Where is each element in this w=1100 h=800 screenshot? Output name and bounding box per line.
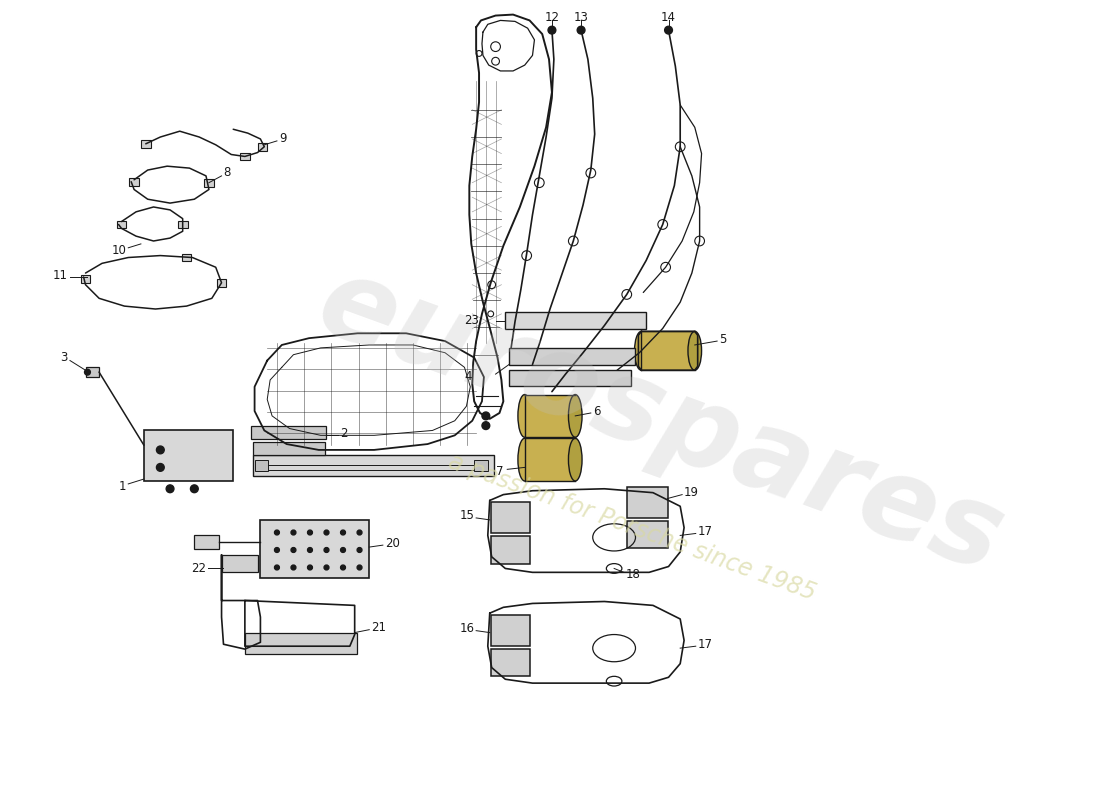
Bar	[144, 430, 233, 481]
Bar	[641, 331, 695, 370]
Bar	[257, 143, 267, 150]
Bar	[491, 536, 529, 564]
Ellipse shape	[518, 438, 531, 481]
Ellipse shape	[569, 438, 582, 481]
Text: 20: 20	[385, 537, 399, 550]
Circle shape	[341, 530, 345, 535]
Circle shape	[358, 565, 362, 570]
Text: 18: 18	[626, 568, 640, 581]
Text: eurospares: eurospares	[304, 246, 1018, 596]
Circle shape	[292, 565, 296, 570]
Bar	[627, 487, 668, 518]
Text: 9: 9	[279, 133, 286, 146]
Bar	[245, 633, 356, 654]
Circle shape	[166, 485, 174, 493]
Circle shape	[341, 547, 345, 553]
Text: 1: 1	[119, 480, 126, 494]
Text: 14: 14	[661, 11, 676, 24]
Bar	[251, 426, 327, 439]
Text: 5: 5	[719, 333, 726, 346]
Circle shape	[324, 565, 329, 570]
Text: 17: 17	[697, 638, 713, 650]
Bar	[627, 521, 668, 548]
Bar	[491, 502, 529, 534]
Circle shape	[190, 485, 198, 493]
Circle shape	[275, 530, 279, 535]
Text: 7: 7	[496, 465, 504, 478]
Text: 4: 4	[464, 370, 472, 382]
Ellipse shape	[518, 394, 531, 438]
Circle shape	[548, 26, 556, 34]
Text: 2: 2	[340, 427, 348, 440]
Bar	[253, 442, 324, 454]
Text: 22: 22	[191, 562, 206, 575]
Bar	[205, 179, 213, 186]
Bar	[254, 460, 268, 471]
Bar	[509, 370, 630, 386]
Bar	[261, 520, 370, 578]
Bar	[80, 275, 90, 282]
Bar	[525, 438, 575, 481]
Circle shape	[358, 547, 362, 553]
Text: 12: 12	[544, 11, 560, 24]
Bar	[491, 649, 529, 676]
Bar	[217, 279, 227, 286]
Bar	[253, 454, 494, 476]
Circle shape	[308, 547, 312, 553]
Circle shape	[275, 565, 279, 570]
Text: 3: 3	[60, 351, 68, 364]
Ellipse shape	[635, 331, 648, 370]
Circle shape	[156, 446, 164, 454]
Circle shape	[85, 370, 90, 375]
Circle shape	[482, 422, 490, 430]
Circle shape	[292, 530, 296, 535]
Text: 10: 10	[111, 244, 126, 258]
Text: 6: 6	[593, 405, 601, 418]
Bar	[178, 221, 187, 228]
Circle shape	[292, 547, 296, 553]
Circle shape	[275, 547, 279, 553]
Text: 21: 21	[371, 622, 386, 634]
Text: 23: 23	[464, 314, 480, 327]
Bar	[491, 615, 529, 646]
Text: 19: 19	[684, 486, 700, 499]
Bar	[525, 394, 575, 438]
Ellipse shape	[569, 394, 582, 438]
Bar	[86, 367, 99, 377]
Text: 15: 15	[460, 510, 474, 522]
Text: 13: 13	[573, 11, 588, 24]
Bar	[221, 555, 258, 572]
Text: a passion for Porsche since 1985: a passion for Porsche since 1985	[444, 450, 818, 606]
Text: 11: 11	[53, 269, 68, 282]
Circle shape	[341, 565, 345, 570]
Bar	[141, 140, 151, 148]
Circle shape	[308, 530, 312, 535]
Circle shape	[358, 530, 362, 535]
Bar	[182, 254, 191, 262]
Circle shape	[324, 547, 329, 553]
Bar	[509, 348, 636, 366]
Circle shape	[308, 565, 312, 570]
Bar	[474, 460, 487, 471]
Circle shape	[664, 26, 672, 34]
Text: 8: 8	[223, 166, 231, 179]
Bar	[505, 312, 646, 330]
Bar	[195, 535, 219, 549]
Text: 16: 16	[459, 622, 474, 635]
Circle shape	[482, 412, 490, 420]
Text: 17: 17	[697, 525, 713, 538]
Circle shape	[578, 26, 585, 34]
Bar	[117, 221, 126, 228]
Circle shape	[156, 463, 164, 471]
Bar	[129, 178, 139, 186]
Circle shape	[324, 530, 329, 535]
Ellipse shape	[688, 331, 702, 370]
Bar	[240, 153, 250, 160]
